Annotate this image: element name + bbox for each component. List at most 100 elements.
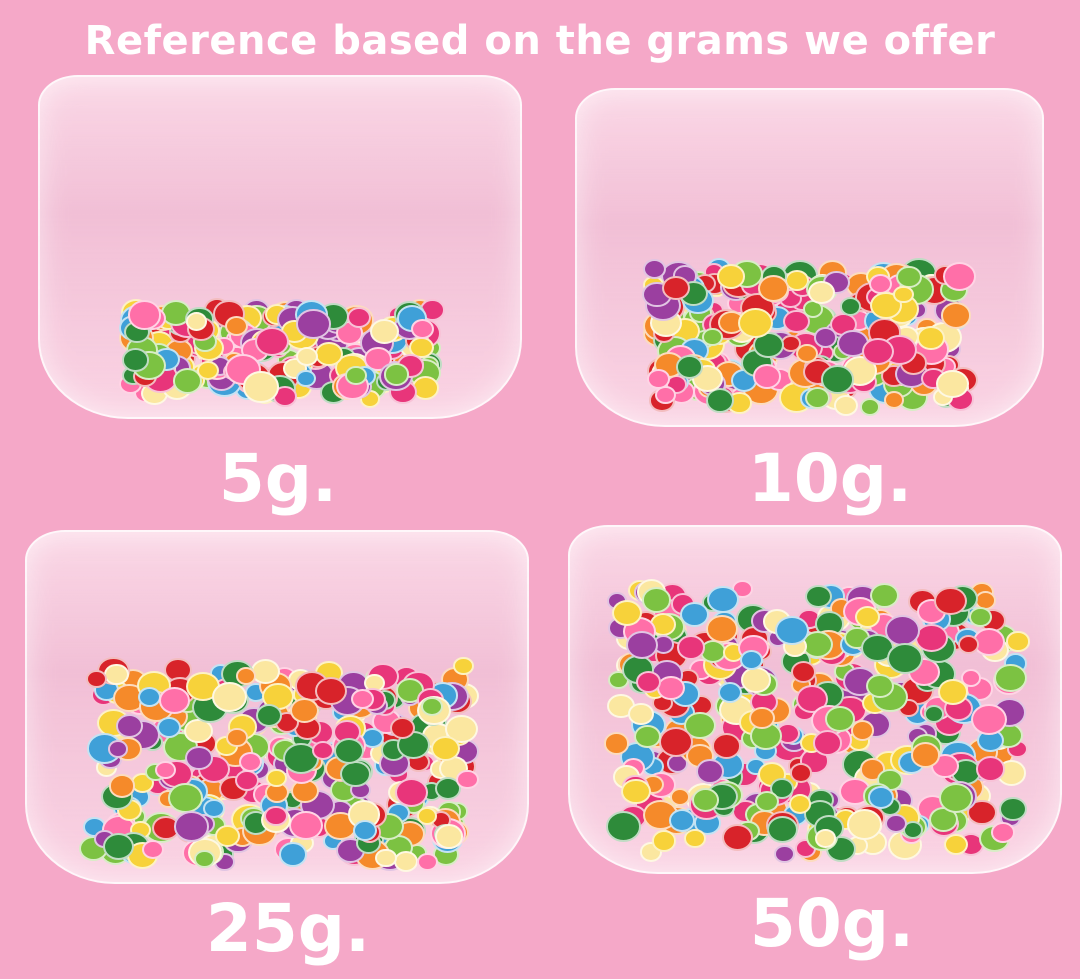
fruit-slice bbox=[870, 583, 900, 609]
fruit-slice bbox=[668, 809, 696, 833]
fruit-slice bbox=[121, 348, 149, 372]
fruit-slice bbox=[312, 740, 335, 761]
fruit-slice bbox=[782, 309, 810, 333]
fruit-slice bbox=[416, 807, 437, 826]
fruit-slice bbox=[394, 778, 428, 808]
fruit-slice bbox=[375, 848, 397, 868]
fruit-slice bbox=[804, 584, 832, 608]
fruit-slice bbox=[168, 783, 203, 813]
fruit-slice bbox=[635, 671, 661, 693]
fruit-slice bbox=[692, 787, 720, 812]
fruit-slice bbox=[917, 326, 945, 351]
fruit-slice bbox=[676, 635, 706, 661]
fruit-slice bbox=[340, 760, 371, 787]
fruit-slice bbox=[684, 829, 706, 849]
fruit-slice bbox=[215, 824, 241, 847]
fruit-slice bbox=[717, 681, 743, 704]
fruit-slice bbox=[658, 727, 694, 757]
fruit-slice bbox=[695, 758, 725, 784]
fruit-slice bbox=[884, 615, 920, 646]
fruit-slice bbox=[975, 756, 1006, 782]
fruit-slice bbox=[435, 776, 462, 801]
fruit-slice bbox=[862, 337, 894, 366]
fruit-slice bbox=[998, 796, 1027, 822]
fruit-slice bbox=[850, 720, 875, 741]
fruit-slice bbox=[924, 705, 945, 724]
fruit-slice bbox=[869, 273, 892, 294]
fruit-slice bbox=[347, 307, 372, 329]
fruit-slice bbox=[679, 601, 709, 628]
fruit-slice bbox=[675, 355, 704, 380]
fruit-slice bbox=[934, 587, 968, 616]
fruit-slice bbox=[417, 852, 438, 872]
fruit-slice bbox=[804, 386, 831, 409]
bowl-10g-image bbox=[575, 88, 1044, 427]
fruit-slice bbox=[741, 667, 771, 693]
fruit-slice bbox=[226, 727, 248, 747]
fruit-slice bbox=[186, 672, 221, 702]
fruit-slice bbox=[868, 786, 895, 809]
fruit-slice bbox=[334, 737, 365, 764]
fruit-slice bbox=[884, 814, 907, 834]
fruit-slice bbox=[840, 297, 862, 316]
fruit-slice bbox=[722, 823, 754, 851]
fruit-slice bbox=[971, 704, 1008, 736]
fruit-slice bbox=[314, 342, 343, 367]
fruit-slice bbox=[605, 811, 642, 842]
fruit-slice bbox=[938, 783, 973, 813]
fruit-slice bbox=[263, 805, 288, 827]
fruit-slice bbox=[185, 745, 213, 770]
fruit-slice bbox=[642, 259, 666, 280]
fruit-slice bbox=[935, 369, 969, 399]
bowl-5g-image bbox=[38, 75, 522, 419]
fruit-slice bbox=[865, 673, 895, 699]
fruit-slice bbox=[453, 656, 474, 675]
label-25g: 25g. bbox=[205, 890, 371, 967]
fruit-slice bbox=[860, 633, 894, 663]
fruit-slice bbox=[266, 768, 288, 788]
fruit-slice bbox=[87, 733, 123, 764]
fruit-slice bbox=[893, 285, 914, 304]
fruit-slice bbox=[789, 763, 813, 783]
fruit-slice bbox=[242, 371, 279, 403]
fruit-slice bbox=[351, 689, 375, 710]
fruit-slice bbox=[716, 264, 746, 289]
fruit-slice bbox=[345, 366, 367, 385]
page-title: Reference based on the grams we offer bbox=[84, 18, 996, 64]
fruit-slice bbox=[278, 842, 308, 868]
fruit-slice bbox=[383, 363, 410, 386]
fruit-slice bbox=[670, 788, 691, 806]
fruit-slice bbox=[235, 666, 257, 685]
fruit-slice bbox=[886, 643, 923, 675]
fruit-slice bbox=[647, 368, 670, 389]
fruit-slice bbox=[961, 668, 982, 687]
fruit-slice bbox=[774, 844, 796, 864]
fruit-slice bbox=[712, 733, 742, 759]
fruit-slice bbox=[430, 735, 460, 761]
fruit-slice bbox=[749, 706, 775, 729]
fruit-slice bbox=[212, 682, 247, 713]
fruit-slice bbox=[370, 319, 399, 345]
label-50g: 50g. bbox=[749, 885, 915, 962]
fruit-slice bbox=[194, 849, 216, 869]
fruit-slice bbox=[393, 850, 418, 872]
fruit-slice bbox=[944, 833, 969, 855]
fruit-slice bbox=[435, 824, 464, 849]
fruit-slice bbox=[702, 327, 723, 346]
fruit-slice bbox=[634, 724, 661, 748]
fruit-slice bbox=[705, 615, 738, 643]
fruit-slice bbox=[295, 346, 318, 367]
fruit-slice bbox=[775, 615, 809, 645]
fruit-slice bbox=[796, 343, 819, 363]
fruit-slice bbox=[941, 302, 972, 329]
fruit-slice bbox=[238, 751, 262, 773]
fruit-slice bbox=[173, 811, 209, 842]
fruit-slice bbox=[314, 676, 348, 705]
fruit-slice bbox=[910, 742, 941, 768]
fruit-slice bbox=[186, 312, 208, 331]
fruit-slice bbox=[155, 760, 176, 779]
bowl-50g-image bbox=[568, 525, 1062, 874]
fruit-slice bbox=[969, 607, 992, 628]
fruit-slice bbox=[197, 360, 220, 381]
fruit-slice bbox=[938, 679, 968, 705]
